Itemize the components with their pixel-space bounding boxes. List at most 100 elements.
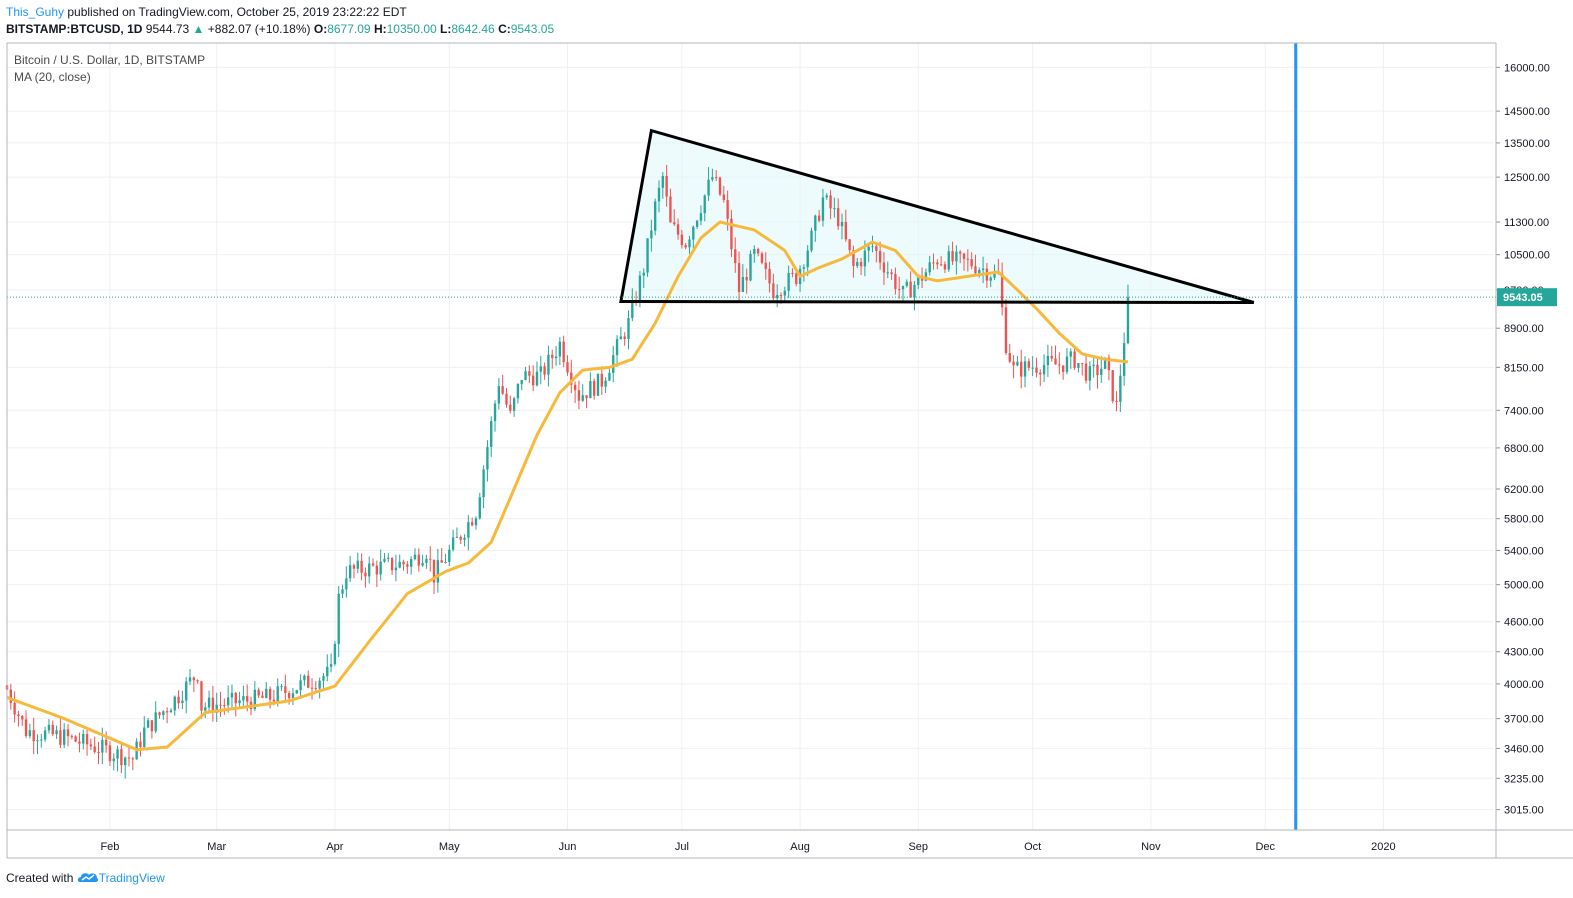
descending-triangle-drawing[interactable] [619, 128, 1255, 304]
candle-body [943, 264, 947, 270]
last-price-badge [1497, 288, 1557, 307]
tradingview-cloud-icon [77, 873, 98, 882]
candle-body [63, 729, 66, 745]
candle [939, 256, 943, 267]
candle-body [162, 711, 165, 716]
candle-body [1058, 364, 1061, 366]
candle-body [909, 281, 912, 298]
candle-body [474, 518, 478, 526]
candle-body [1088, 366, 1092, 381]
candle-body [246, 696, 249, 702]
candle [318, 677, 321, 699]
x-tick-label: Sep [908, 841, 928, 853]
candle [867, 244, 870, 263]
candle [646, 238, 649, 277]
candle [131, 756, 135, 771]
candle-body [322, 676, 325, 681]
candle [173, 695, 176, 716]
candle [9, 683, 12, 710]
candle-body [127, 757, 131, 759]
candle-body [688, 239, 691, 248]
low-value: 8642.46 [451, 22, 495, 36]
candle [1054, 345, 1057, 365]
candle [162, 710, 165, 720]
candle [505, 388, 508, 408]
candle-body [932, 262, 935, 264]
candle-body [760, 253, 764, 263]
legend-indicator[interactable]: MA (20, close) [14, 70, 91, 84]
candle-body [898, 289, 901, 291]
candle-body [406, 564, 409, 567]
candle [795, 271, 798, 287]
candle [89, 738, 93, 750]
candle-body [699, 213, 703, 221]
candle-body [13, 702, 16, 715]
candle [66, 724, 70, 747]
candle-body [375, 565, 379, 575]
candle-body [558, 341, 562, 357]
candle-body [371, 563, 375, 566]
candle [562, 335, 565, 368]
candle [406, 561, 409, 574]
candle [1069, 348, 1072, 369]
candle [329, 653, 333, 673]
candle [669, 188, 672, 223]
candle [177, 690, 180, 709]
candle-body [329, 664, 333, 667]
up-triangle-icon: ▲ [192, 22, 205, 36]
candle-body [592, 381, 596, 396]
candle [566, 355, 569, 376]
candle-body [352, 565, 356, 569]
candle [741, 264, 745, 293]
candle-body [280, 686, 283, 688]
candle-body [1077, 363, 1080, 368]
tradingview-brand[interactable]: TradingView [98, 871, 165, 885]
candle [981, 256, 985, 284]
candle [257, 687, 260, 699]
close-label: C: [498, 22, 511, 36]
candle-body [272, 699, 276, 702]
candle-body [1020, 361, 1023, 377]
candle-body [490, 421, 493, 447]
candle-body [631, 300, 634, 319]
candle [615, 335, 619, 368]
candle [814, 214, 817, 242]
legend-title[interactable]: Bitcoin / U.S. Dollar, 1D, BITSTAMP [14, 53, 205, 67]
candle [825, 193, 828, 200]
candle-body [455, 536, 459, 538]
candle-body [169, 710, 173, 713]
candle [219, 691, 222, 717]
candle [154, 701, 157, 734]
candle-body [215, 704, 218, 713]
y-tick-label: 13500.00 [1504, 138, 1550, 150]
drawings[interactable] [7, 43, 1496, 830]
candle-body [543, 366, 546, 375]
candle [398, 554, 401, 569]
candle [684, 242, 687, 250]
candle-body [47, 724, 51, 731]
candle [1035, 357, 1038, 378]
created-with-text: Created with [6, 871, 74, 885]
candle [463, 534, 466, 547]
candle [844, 209, 848, 242]
candle-body [695, 220, 699, 227]
candle [573, 381, 577, 404]
author-link[interactable]: This_Guhy [6, 5, 65, 19]
candle-body [848, 239, 851, 251]
candle-body [802, 267, 806, 269]
candle-body [531, 375, 535, 386]
candle-body [139, 741, 142, 748]
triangle-fill [620, 130, 1254, 303]
candle [1077, 362, 1080, 373]
candle [604, 377, 607, 394]
candle [1088, 361, 1092, 391]
candle [589, 372, 592, 399]
candle [581, 384, 584, 403]
candle [570, 359, 573, 394]
candle [936, 259, 939, 270]
candle-body [70, 736, 73, 738]
candle-body [737, 263, 741, 292]
candle-body [413, 554, 417, 560]
candle [1020, 349, 1023, 389]
